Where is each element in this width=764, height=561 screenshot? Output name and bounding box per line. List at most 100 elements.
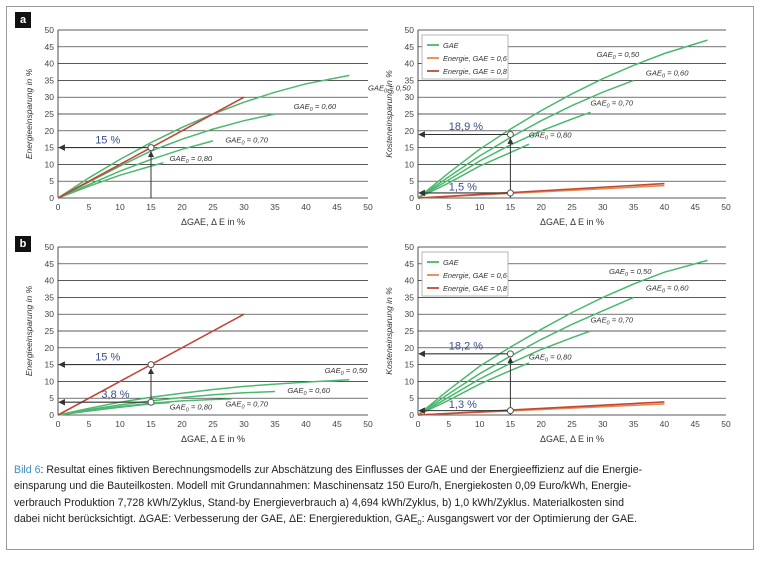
annotation-marker: [147, 361, 155, 369]
y-tick-label: 35: [45, 75, 55, 85]
y-tick-label: 50: [45, 25, 55, 35]
y-tick-label: 45: [405, 259, 415, 269]
y-tick-label: 40: [45, 276, 55, 286]
x-tick-label: 5: [446, 419, 451, 429]
x-tick-label: 20: [177, 202, 187, 212]
y-tick-label: 15: [405, 143, 415, 153]
x-tick-label: 40: [301, 419, 311, 429]
x-tick-label: 5: [87, 419, 92, 429]
x-tick-label: 15: [506, 419, 516, 429]
legend-label: GAE: [443, 258, 459, 267]
annotation-label: 3,8 %: [101, 389, 129, 401]
y-tick-label: 5: [409, 176, 414, 186]
y-tick-label: 35: [405, 75, 415, 85]
panel-badge-b: b: [15, 236, 31, 252]
x-tick-label: 5: [446, 202, 451, 212]
x-tick-label: 25: [208, 202, 218, 212]
y-tick-label: 30: [45, 309, 55, 319]
annotation-marker: [506, 130, 514, 138]
x-tick-label: 45: [690, 419, 700, 429]
series-line: [417, 182, 665, 199]
series-line: [417, 143, 530, 199]
x-tick-label: 0: [56, 202, 61, 212]
x-tick-label: 20: [536, 419, 546, 429]
figure-frame: [6, 6, 754, 550]
y-tick-label: 50: [405, 242, 415, 252]
series-label: GAE0 = 0,50: [597, 50, 640, 61]
y-tick-label: 30: [405, 309, 415, 319]
panel-badge-a: a: [15, 12, 31, 28]
y-axis-title: Energieeinsparung in %: [24, 285, 34, 376]
legend-label: Energie, GAE = 0,8: [443, 67, 508, 76]
y-tick-label: 0: [49, 410, 54, 420]
x-tick-label: 5: [87, 202, 92, 212]
x-tick-label: 20: [536, 202, 546, 212]
x-tick-label: 10: [475, 202, 485, 212]
legend-label: Energie, GAE = 0,8: [443, 284, 508, 293]
y-tick-label: 45: [45, 259, 55, 269]
x-tick-label: 40: [660, 419, 670, 429]
y-tick-label: 5: [49, 176, 54, 186]
x-tick-label: 0: [416, 202, 421, 212]
annotation-marker: [506, 407, 514, 415]
annotation-marker: [147, 398, 155, 406]
caption-line-3: verbrauch Produktion 7,728 kWh/Zyklus, S…: [14, 496, 624, 509]
series-line: [57, 401, 170, 416]
y-tick-label: 40: [405, 276, 415, 286]
y-tick-label: 25: [405, 109, 415, 119]
y-tick-label: 45: [405, 42, 415, 52]
x-tick-label: 25: [567, 419, 577, 429]
x-tick-label: 25: [208, 419, 218, 429]
series-label: GAE0 = 0,80: [529, 131, 572, 142]
series-label: GAE0 = 0,60: [646, 284, 689, 295]
annotation-marker: [506, 350, 514, 358]
series-label: GAE0 = 0,60: [646, 68, 689, 79]
y-tick-label: 50: [45, 242, 55, 252]
y-axis-title: Energieeinsparung in %: [24, 68, 34, 159]
x-tick-label: 15: [146, 202, 156, 212]
y-tick-label: 30: [45, 92, 55, 102]
series-line: [417, 259, 708, 416]
x-tick-label: 40: [660, 202, 670, 212]
series-line: [417, 296, 634, 416]
x-tick-label: 45: [332, 202, 342, 212]
x-tick-label: 35: [629, 202, 639, 212]
x-axis-title: ΔGAE, Δ E in %: [540, 434, 604, 444]
x-tick-label: 25: [567, 202, 577, 212]
series-label: GAE0 = 0,70: [225, 136, 268, 147]
x-tick-label: 30: [239, 419, 249, 429]
x-tick-label: 45: [690, 202, 700, 212]
x-tick-label: 30: [598, 419, 608, 429]
annotation-label: 1,3 %: [449, 399, 477, 411]
annotation-label: 15 %: [95, 135, 120, 147]
y-tick-label: 0: [49, 193, 54, 203]
y-tick-label: 5: [409, 393, 414, 403]
series-label: GAE0 = 0,80: [170, 403, 213, 414]
y-tick-label: 20: [405, 343, 415, 353]
y-tick-label: 40: [45, 59, 55, 69]
series-line: [57, 161, 164, 199]
y-tick-label: 25: [45, 326, 55, 336]
x-tick-label: 40: [301, 202, 311, 212]
y-tick-label: 0: [409, 193, 414, 203]
y-tick-label: 25: [45, 109, 55, 119]
series-label: GAE0 = 0,80: [529, 353, 572, 364]
x-tick-label: 30: [598, 202, 608, 212]
x-tick-label: 10: [115, 419, 125, 429]
chart-b-left: 0 5 10 15 20 25 30 35 40 45 50 0 5 10 15 20 25 30 35 40 45 50…: [24, 242, 373, 444]
series-line: [417, 39, 708, 199]
series-label: GAE0 = 0,60: [294, 102, 337, 113]
y-tick-label: 15: [45, 360, 55, 370]
series-label: GAE0 = 0,70: [225, 399, 268, 410]
y-tick-label: 20: [45, 343, 55, 353]
x-tick-label: 0: [416, 419, 421, 429]
series-label: GAE0 = 0,70: [590, 99, 633, 110]
series-label: GAE0 = 0,70: [590, 316, 633, 327]
caption-line-1: : Resultat eines fiktiven Berechnungsmod…: [40, 464, 643, 476]
y-tick-label: 20: [45, 126, 55, 136]
x-tick-label: 15: [506, 202, 516, 212]
caption-line-2: einsparung und die Bauteilkosten. Modell…: [14, 480, 632, 493]
y-tick-label: 30: [405, 92, 415, 102]
x-tick-label: 50: [363, 202, 373, 212]
